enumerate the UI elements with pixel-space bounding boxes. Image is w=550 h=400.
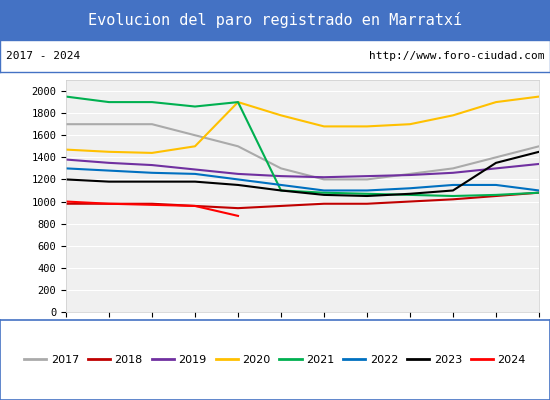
Text: 2017 - 2024: 2017 - 2024 xyxy=(6,51,80,61)
Text: http://www.foro-ciudad.com: http://www.foro-ciudad.com xyxy=(369,51,544,61)
Text: Evolucion del paro registrado en Marratxí: Evolucion del paro registrado en Marratx… xyxy=(88,12,462,28)
Legend: 2017, 2018, 2019, 2020, 2021, 2022, 2023, 2024: 2017, 2018, 2019, 2020, 2021, 2022, 2023… xyxy=(20,350,530,370)
